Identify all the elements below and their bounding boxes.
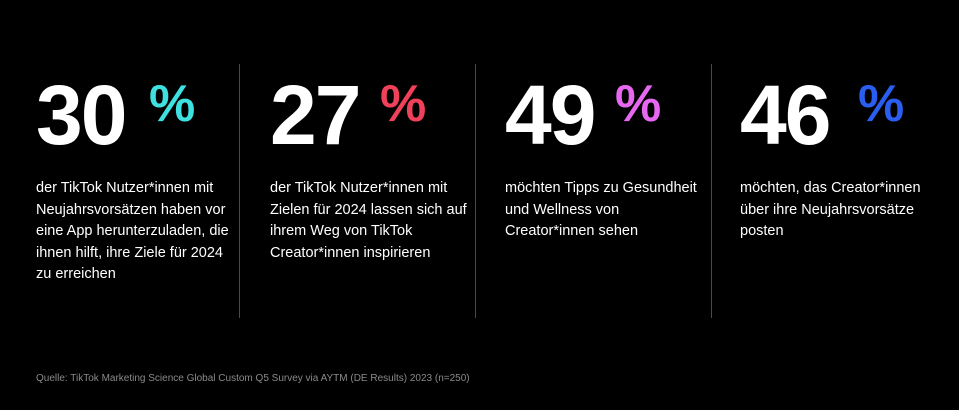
- stat-number-row: 30 %: [36, 70, 236, 160]
- stat-description: möchten Tipps zu Gesundheit und Wellness…: [505, 180, 697, 239]
- percent-sign: %: [380, 75, 427, 133]
- stat-number: 30: [36, 68, 127, 162]
- percent-sign: %: [858, 75, 905, 133]
- stat-number-row: 46 %: [740, 70, 940, 160]
- stat-number-row: 49 %: [505, 70, 705, 160]
- stat-number: 46: [740, 68, 831, 162]
- column-divider: [475, 64, 476, 318]
- stat-block-1: 30 % der TikTok Nutzer*innen mit Neujahr…: [36, 70, 236, 282]
- percent-sign: %: [149, 75, 196, 133]
- stat-description: der TikTok Nutzer*innen mit Zielen für 2…: [270, 180, 467, 261]
- column-divider: [711, 64, 712, 318]
- stat-number: 49: [505, 68, 596, 162]
- stat-number: 27: [270, 68, 361, 162]
- stat-block-2: 27 % der TikTok Nutzer*innen mit Zielen …: [270, 70, 470, 261]
- stat-description: der TikTok Nutzer*innen mit Neujahrsvors…: [36, 180, 229, 282]
- column-divider: [239, 64, 240, 318]
- stat-block-3: 49 % möchten Tipps zu Gesundheit und Wel…: [505, 70, 705, 239]
- percent-sign: %: [615, 75, 662, 133]
- stat-description: möchten, das Creator*innen über ihre Neu…: [740, 180, 921, 239]
- stat-number-row: 27 %: [270, 70, 470, 160]
- stat-block-4: 46 % möchten, das Creator*innen über ihr…: [740, 70, 940, 239]
- source-note: Quelle: TikTok Marketing Science Global …: [36, 373, 470, 384]
